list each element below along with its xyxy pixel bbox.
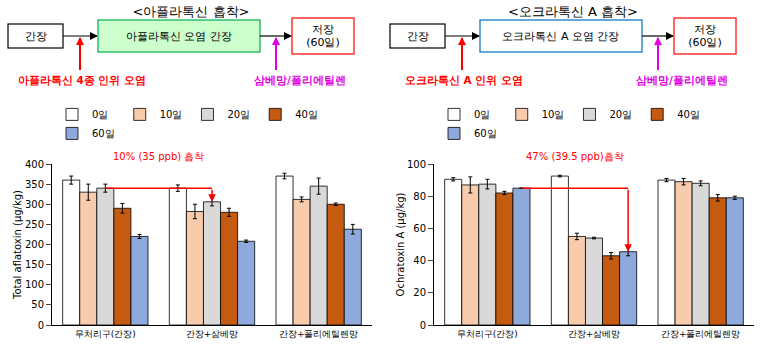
- svg-text:100: 100: [25, 279, 44, 290]
- svg-text:20: 20: [413, 287, 426, 298]
- svg-text:0일: 0일: [92, 109, 108, 120]
- svg-text:간장+삼베망: 간장+삼베망: [186, 329, 239, 339]
- svg-text:오크라톡신 A 인위 오염: 오크라톡신 A 인위 오염: [405, 74, 523, 86]
- svg-text:0: 0: [420, 320, 426, 331]
- svg-text:200: 200: [25, 239, 44, 250]
- svg-text:150: 150: [25, 259, 44, 270]
- svg-text:20일: 20일: [227, 109, 250, 120]
- svg-text:0일: 0일: [474, 109, 490, 120]
- svg-text:(60일): (60일): [688, 36, 722, 49]
- svg-text:간장+폴리에틸렌망: 간장+폴리에틸렌망: [661, 329, 741, 339]
- svg-text:350: 350: [25, 179, 44, 190]
- svg-text:무처리구(간장): 무처리구(간장): [457, 329, 518, 339]
- svg-text:저장: 저장: [312, 23, 334, 36]
- svg-text:Ochratoxin A (μg/kg): Ochratoxin A (μg/kg): [395, 192, 406, 296]
- svg-text:저장: 저장: [694, 23, 716, 36]
- svg-text:10일: 10일: [160, 109, 183, 120]
- svg-text:오크라톡신 A 오염 간장: 오크라톡신 A 오염 간장: [502, 30, 619, 43]
- svg-text:<아플라톡신 흡착>: <아플라톡신 흡착>: [133, 4, 250, 19]
- svg-text:50: 50: [31, 299, 44, 310]
- svg-text:250: 250: [25, 219, 44, 230]
- svg-text:간장: 간장: [407, 30, 429, 43]
- svg-text:무처리구(간장): 무처리구(간장): [75, 329, 136, 339]
- svg-text:10% (35 ppb) 흡착: 10% (35 ppb) 흡착: [113, 151, 204, 162]
- svg-text:간장+폴리에틸렌망: 간장+폴리에틸렌망: [279, 329, 359, 339]
- svg-text:(60일): (60일): [306, 36, 340, 49]
- svg-text:삼베망/폴리에틸렌: 삼베망/폴리에틸렌: [636, 74, 728, 86]
- svg-text:Total aflatoxin (μg/kg): Total aflatoxin (μg/kg): [12, 190, 23, 300]
- svg-text:20일: 20일: [609, 109, 632, 120]
- svg-text:40: 40: [413, 255, 426, 266]
- svg-text:0: 0: [38, 320, 44, 331]
- svg-text:100: 100: [407, 159, 426, 170]
- svg-text:<오크라톡신 A 흡착>: <오크라톡신 A 흡착>: [508, 4, 638, 19]
- svg-text:간장: 간장: [25, 30, 47, 43]
- svg-text:47% (39.5 ppb)흡착: 47% (39.5 ppb)흡착: [526, 151, 624, 162]
- svg-text:300: 300: [25, 199, 44, 210]
- svg-text:60일: 60일: [474, 128, 497, 139]
- svg-text:아플라톡신 4종 인위 오염: 아플라톡신 4종 인위 오염: [18, 74, 146, 86]
- svg-text:아플라톡신 오염 간장: 아플라톡신 오염 간장: [126, 30, 232, 43]
- svg-text:간장+삼베망: 간장+삼베망: [568, 329, 621, 339]
- svg-text:40일: 40일: [295, 109, 318, 120]
- svg-text:10일: 10일: [542, 109, 565, 120]
- svg-text:400: 400: [25, 159, 44, 170]
- svg-text:80: 80: [413, 191, 426, 202]
- svg-text:60일: 60일: [92, 128, 115, 139]
- svg-text:40일: 40일: [677, 109, 700, 120]
- svg-text:60: 60: [413, 223, 426, 234]
- svg-text:삼베망/폴리에틸렌: 삼베망/폴리에틸렌: [254, 74, 346, 86]
